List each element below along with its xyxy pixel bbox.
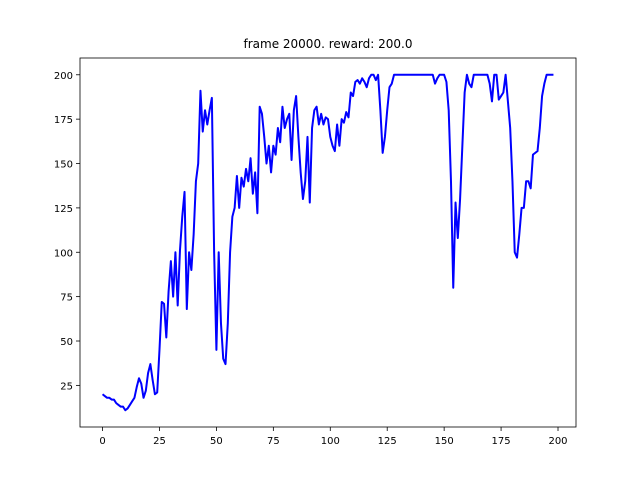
y-tick-label: 125 xyxy=(54,204,73,215)
y-tick-label: 150 xyxy=(54,160,73,171)
x-tick-label: 175 xyxy=(492,436,511,447)
x-tick-label: 100 xyxy=(321,436,340,447)
y-tick-label: 200 xyxy=(54,71,73,82)
x-tick-label: 150 xyxy=(435,436,454,447)
x-tick-label: 200 xyxy=(548,436,567,447)
chart-title: frame 20000. reward: 200.0 xyxy=(244,37,413,51)
x-tick-label: 75 xyxy=(267,436,280,447)
y-tick-label: 25 xyxy=(60,381,73,392)
y-tick-label: 75 xyxy=(60,293,73,304)
y-tick-label: 100 xyxy=(54,248,73,259)
plot-frame xyxy=(79,57,577,428)
y-tick-label: 50 xyxy=(60,337,73,348)
x-tick-label: 125 xyxy=(378,436,397,447)
data-line xyxy=(101,73,554,412)
x-tick-label: 0 xyxy=(99,436,105,447)
y-tick-label: 175 xyxy=(54,115,73,126)
x-tick-label: 50 xyxy=(210,436,223,447)
x-tick-label: 25 xyxy=(153,436,166,447)
